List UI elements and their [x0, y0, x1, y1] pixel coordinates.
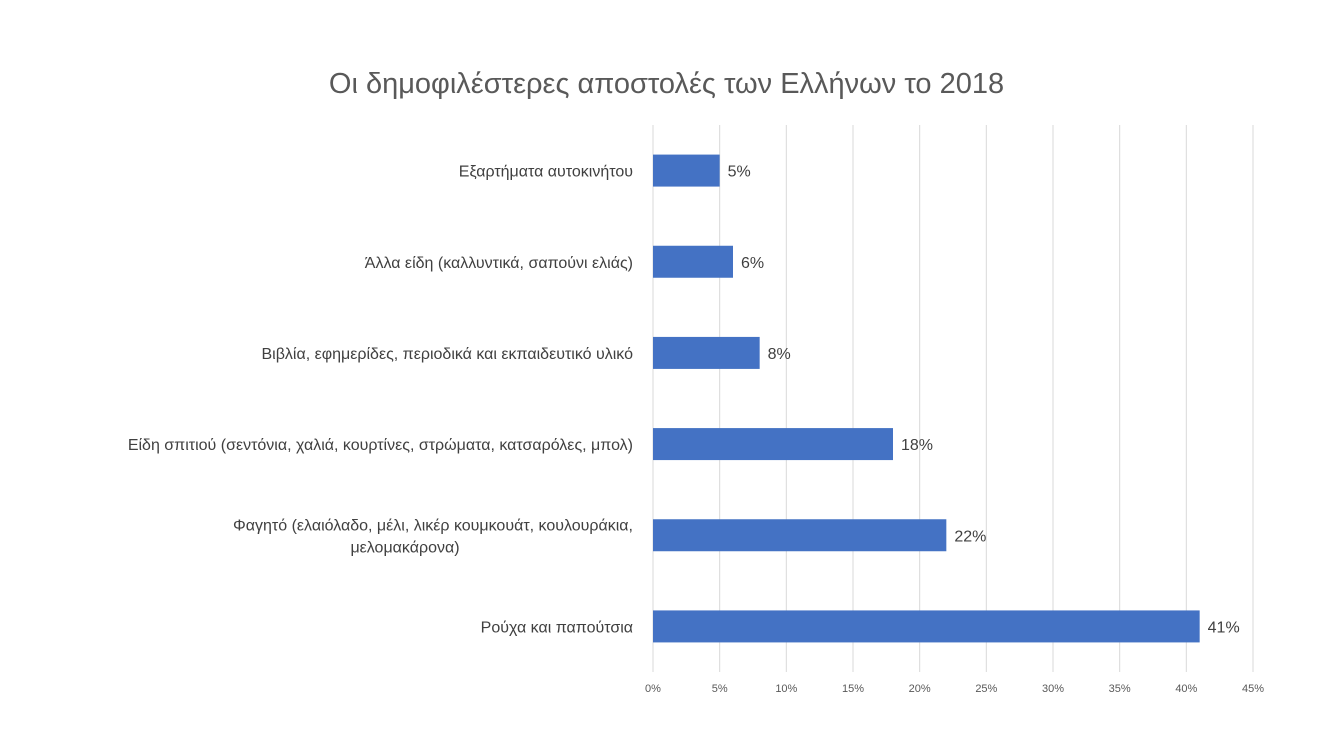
x-tick-label: 35% [1109, 683, 1131, 695]
labels: 0% 5% 10% 15% 20% 25% 30% 35% 40% 45% 5% Εξαρτήματα… [128, 164, 1264, 695]
x-tick-label: 10% [775, 683, 797, 695]
data-label: 18% [901, 437, 933, 454]
bar [653, 428, 893, 461]
data-label: 5% [728, 164, 751, 181]
x-tick-label: 45% [1242, 683, 1264, 695]
category-label: Φαγητό (ελαιόλαδο, μέλι, λικέρ κουμκουάτ… [233, 517, 633, 534]
bar [653, 154, 720, 187]
bar [653, 519, 947, 552]
bars [653, 154, 1200, 643]
x-tick-label: 25% [975, 683, 997, 695]
data-label: 22% [954, 528, 986, 545]
category-label: Βιβλία, εφημερίδες, περιοδικά και εκπαιδ… [262, 346, 634, 363]
x-tick-label: 20% [909, 683, 931, 695]
category-label: μελομακάρονα) [350, 539, 459, 556]
data-label: 8% [768, 346, 791, 363]
data-label: 41% [1208, 619, 1240, 636]
x-tick-label: 5% [712, 683, 728, 695]
gridlines [652, 125, 1254, 672]
bar [653, 610, 1200, 643]
category-label: Είδη σπιτιού (σεντόνια, χαλιά, κουρτίνες… [128, 437, 633, 454]
x-tick-label: 15% [842, 683, 864, 695]
x-tick-label: 30% [1042, 683, 1064, 695]
category-label: Εξαρτήματα αυτοκινήτου [459, 164, 633, 181]
x-tick-label: 0% [645, 683, 661, 695]
category-label: Ρούχα και παπούτσια [481, 619, 633, 636]
data-label: 6% [741, 255, 764, 272]
bar [653, 245, 733, 278]
chart-title: Οι δημοφιλέστερες αποστολές των Ελλήνων … [328, 68, 1005, 100]
x-tick-label: 40% [1175, 683, 1197, 695]
bar [653, 336, 760, 369]
category-label: Άλλα είδη (καλλυντικά, σαπούνι ελιάς) [365, 255, 633, 272]
